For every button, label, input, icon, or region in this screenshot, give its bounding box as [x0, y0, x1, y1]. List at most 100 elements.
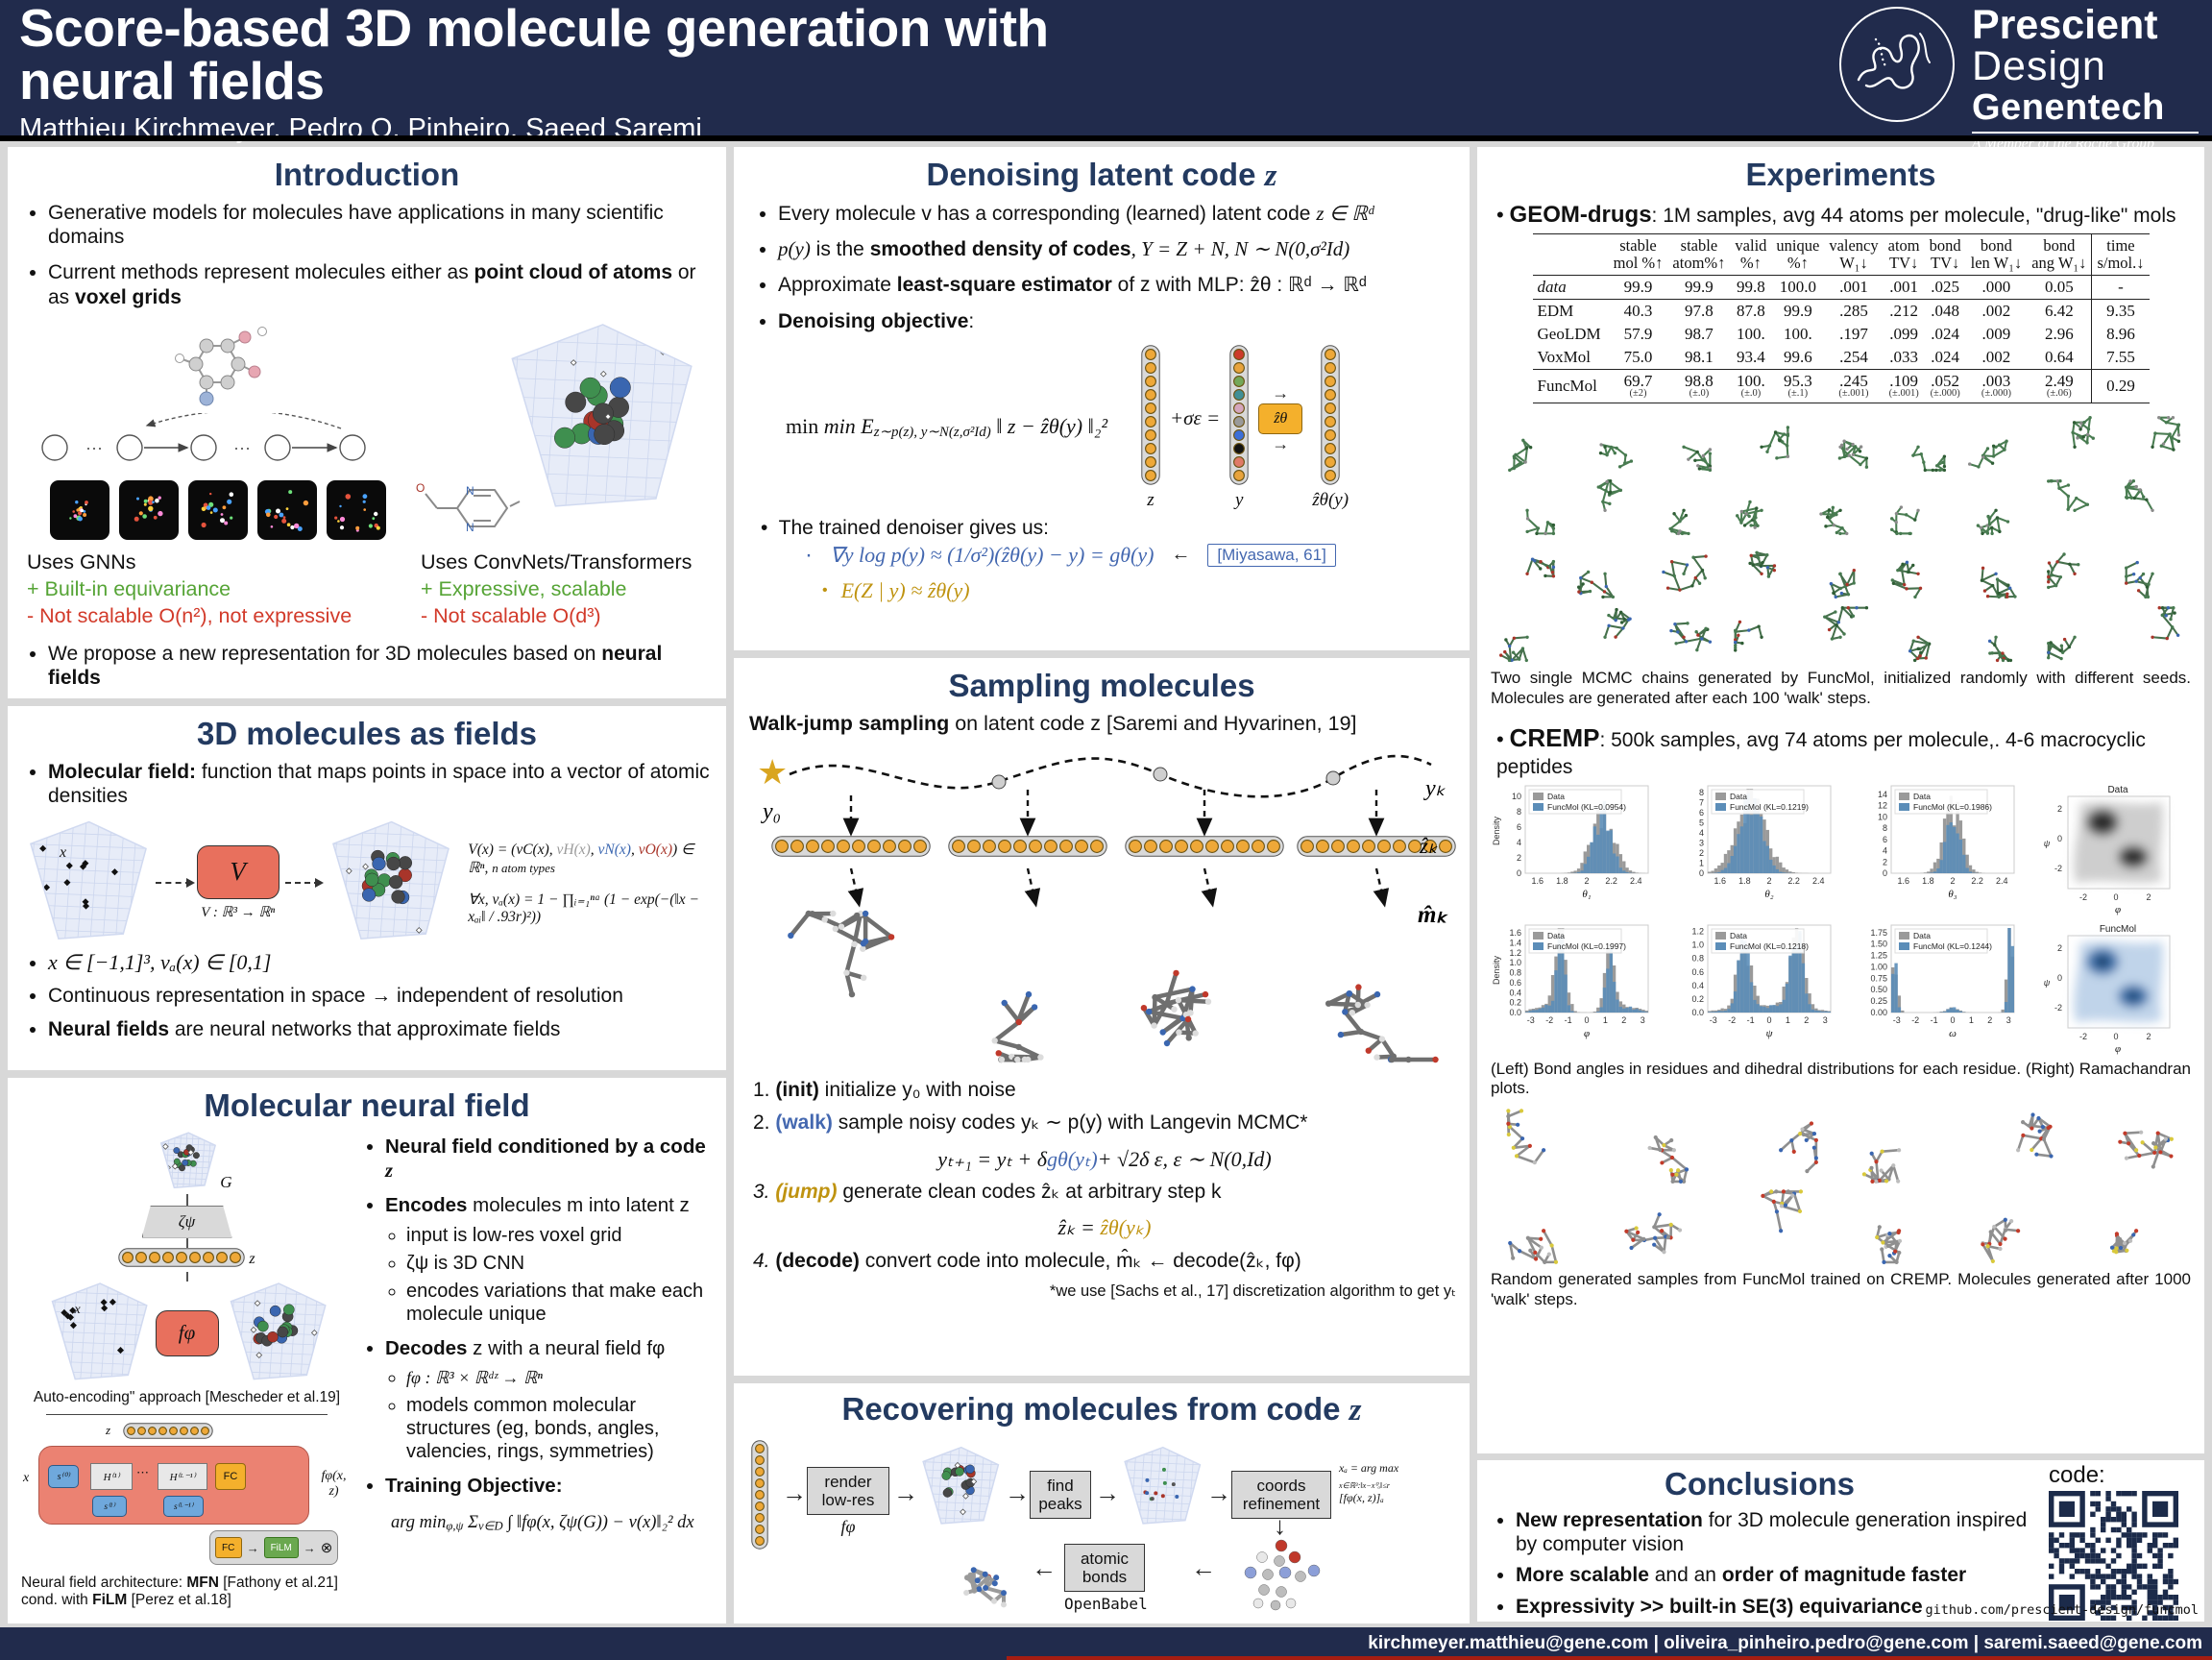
footer-red-line — [1007, 1656, 2212, 1660]
svg-text:2: 2 — [1699, 848, 1704, 858]
denoising-objective-row: min min Ez∼p(z), y∼N(z,σ²Id) ‖ z − ẑθ(y)… — [786, 345, 1452, 511]
intro-bullet-1: Generative models for molecules have app… — [48, 201, 713, 249]
langevin-eq: yₜ₊₁ = yₜ + δgθ(yₜ)+ √2δ ε, ε ∼ N(0,Id) — [937, 1146, 1272, 1171]
svg-text:1.8: 1.8 — [1556, 876, 1568, 886]
svg-text:Data: Data — [1913, 931, 1931, 940]
header-black-strip — [0, 135, 2212, 141]
chain-molecule-icon — [2151, 416, 2181, 452]
sampling-heading: Sampling molecules — [948, 668, 1255, 703]
denoise-bullet-2: p(y) is the smoothed density of codes, Y… — [778, 237, 1456, 261]
svg-text:1: 1 — [1786, 1015, 1790, 1025]
svg-text:1.2: 1.2 — [1509, 948, 1521, 958]
chain-molecule-icon — [1525, 557, 1556, 578]
latent-code-pill — [118, 1247, 246, 1272]
recovering-heading: Recovering molecules from code z — [841, 1391, 1362, 1428]
svg-text:2: 2 — [1883, 857, 1887, 867]
y-pill — [1229, 345, 1249, 489]
voxel-grid-icon — [500, 321, 697, 515]
contact-emails: kirchmeyer.matthieu@gene.com | oliveira_… — [1368, 1633, 2202, 1653]
table-row: FuncMol 69.7 (±2) 98.8 (±.0) 100. (±.0) 95.3 (±.… — [1532, 368, 2150, 403]
sample-molecule-icon — [1647, 1135, 1689, 1184]
svg-text:Data: Data — [1913, 792, 1931, 801]
table-row: VoxMol 75.0 98.1 93.4 99.6.254.033.024.002 0.… — [1533, 345, 2150, 370]
svg-text:1.00: 1.00 — [1870, 962, 1887, 971]
sample-molecule-icon — [1508, 1229, 1559, 1265]
svg-text:0.4: 0.4 — [1692, 980, 1705, 989]
title-block: Score-based 3D molecule generation with … — [19, 2, 1049, 145]
svg-text:2: 2 — [1621, 1015, 1626, 1025]
svg-text:1: 1 — [1969, 1015, 1974, 1025]
training-objective-eq: arg minφ,ψ Σv∈D ∫ ‖fφ(x, ζψ(G)) − v(x)‖₂… — [391, 1512, 694, 1533]
svg-text:2: 2 — [1584, 876, 1589, 886]
histogram-theta1: Data FuncMol (KL=0.0954) 0 2 4 6 8 10 1.6 1.8 2 2… — [1491, 782, 1652, 920]
introduction-heading: Introduction — [274, 157, 460, 192]
convnet-title: Uses ConvNets/Transformers — [421, 549, 693, 574]
chain-molecule-icon — [2046, 479, 2089, 513]
denoiser-box: ẑθ — [1258, 403, 1303, 435]
sampling-footnote: *we use [Sachs et al., 17] discretizatio… — [1049, 1282, 1456, 1300]
svg-text:FuncMol (KL=0.0954): FuncMol (KL=0.0954) — [1547, 802, 1626, 812]
svg-text:0.2: 0.2 — [1509, 997, 1521, 1007]
chain-molecule-icon — [1822, 606, 1868, 641]
voxel-frame-icon — [50, 479, 110, 540]
svg-text:-2: -2 — [2079, 892, 2087, 902]
svg-text:3: 3 — [2005, 1015, 2010, 1025]
diffusion-chain-icon: ··· ··· — [41, 409, 367, 461]
svg-text:1.4: 1.4 — [1509, 938, 1521, 947]
conclusions-card: code: Conclusions New representation for… — [1477, 1460, 2204, 1622]
mnf-heading: Molecular neural field — [204, 1087, 530, 1123]
svg-text:3: 3 — [1641, 1015, 1645, 1025]
svg-text:8: 8 — [1699, 788, 1704, 797]
chain-molecule-icon — [1911, 445, 1946, 473]
lowres-volume-icon — [918, 1446, 1001, 1530]
recovered-molecule-icon — [963, 1567, 1007, 1608]
svg-text:0.4: 0.4 — [1509, 988, 1521, 997]
convnet-con: - Not scalable O(d³) — [421, 603, 601, 627]
conclusion-2: More scalable and an order of magnitude … — [1516, 1563, 2029, 1587]
chain-molecule-icon — [1748, 550, 1777, 578]
svg-text:FuncMol (KL=0.1218): FuncMol (KL=0.1218) — [1730, 941, 1809, 951]
svg-text:N: N — [466, 484, 474, 498]
find-peaks-box: find peaks — [1030, 1471, 1091, 1520]
svg-text:4: 4 — [1517, 838, 1521, 847]
chain-molecule-icon — [2151, 606, 2180, 641]
chain-molecule-icon — [1577, 570, 1616, 599]
sample-molecule-icon — [1980, 1217, 2020, 1264]
svg-text:-1: -1 — [1747, 1015, 1755, 1025]
svg-text:-2: -2 — [1729, 1015, 1737, 1025]
chain-molecule-icon — [1525, 508, 1556, 536]
svg-text:···: ··· — [85, 438, 103, 457]
svg-text:2: 2 — [1987, 1015, 1992, 1025]
denoise-bullet-4: Denoising objective: — [778, 309, 1456, 333]
step-decode: 4. (decode) convert code into molecule, … — [753, 1249, 1301, 1272]
molecule-sketch-icon — [175, 326, 268, 406]
svg-text:-2: -2 — [2054, 864, 2062, 873]
output-volume-icon — [225, 1282, 328, 1386]
code-pill — [751, 1440, 768, 1554]
V-box: V — [196, 844, 280, 899]
chem-structure-icon: N N O — [416, 481, 521, 534]
chain-molecule-icon — [1682, 445, 1712, 473]
svg-text:Data: Data — [1547, 792, 1565, 801]
chain-molecule-icon — [1599, 443, 1634, 469]
svg-text:2: 2 — [2057, 804, 2062, 814]
svg-text:FuncMol (KL=0.1997): FuncMol (KL=0.1997) — [1547, 941, 1626, 951]
histogram-theta3: Data FuncMol (KL=0.1986) 0 2 4 6 8 10 12 14 1.6 1… — [1856, 782, 2018, 920]
random-samples-figure — [1491, 1107, 2191, 1268]
inset-film-box: FiLM — [263, 1537, 299, 1558]
f-phi-label: fφ — [840, 1517, 856, 1537]
arch-dots: ⋯ — [136, 1465, 149, 1479]
arch-x-label: x — [23, 1471, 30, 1485]
logo-prescient: Prescient — [1972, 2, 2158, 48]
score-equation: ∇y log p(y) ≈ (1/σ²)(ẑθ(y) − y) = gθ(y) — [830, 542, 1155, 567]
field-equations: V(x) = (vC(x), vH(x), vN(x), vO(x)) ∈ ℝⁿ… — [468, 841, 713, 926]
mnf-bullet-3: Decodes z with a neural field fφ fφ : ℝ³… — [385, 1337, 713, 1464]
sample-molecule-icon — [1624, 1212, 1683, 1255]
denoiser-figure: z +σε = y → ẑθ → ẑθ(y) — [1141, 345, 1349, 511]
svg-text:0.8: 0.8 — [1509, 967, 1521, 977]
svg-text:2: 2 — [2146, 892, 2151, 902]
svg-text:ψ: ψ — [2044, 978, 2051, 988]
svg-text:-1: -1 — [1565, 1015, 1572, 1025]
svg-text:1.0: 1.0 — [1692, 940, 1705, 949]
